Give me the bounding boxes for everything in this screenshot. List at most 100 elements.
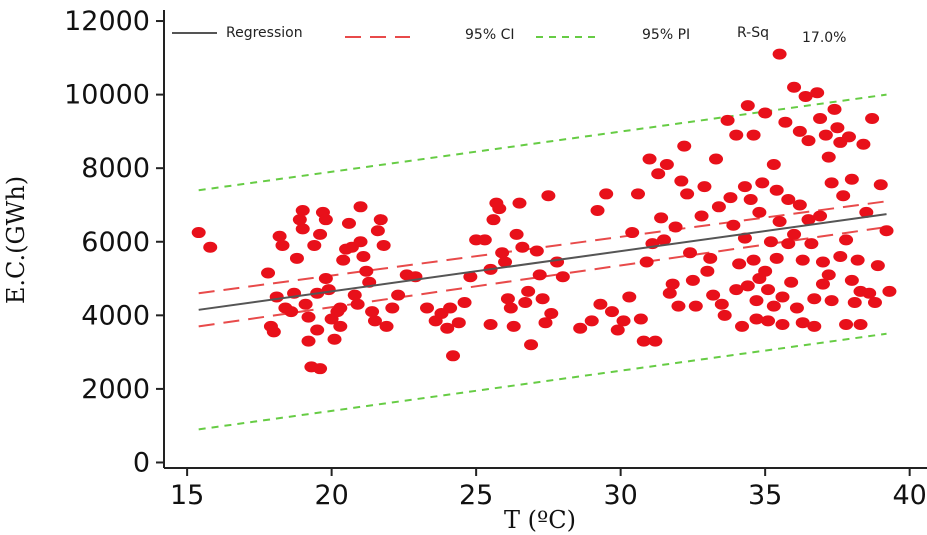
data-point: [873, 179, 888, 191]
data-point: [518, 296, 533, 308]
data-point: [269, 291, 284, 303]
data-point: [573, 322, 588, 334]
regression-line: [198, 213, 887, 311]
data-point: [821, 269, 836, 281]
data-point: [688, 300, 703, 312]
data-point: [373, 214, 388, 226]
data-point: [532, 269, 547, 281]
data-point: [827, 103, 842, 115]
data-point: [503, 302, 518, 314]
data-point: [275, 239, 290, 251]
data-point: [778, 116, 793, 128]
data-point: [853, 319, 868, 331]
data-point: [457, 296, 472, 308]
x-axis-title: T (ºC): [504, 506, 576, 534]
data-point: [772, 216, 787, 228]
data-point: [341, 217, 356, 229]
data-point: [295, 204, 310, 216]
data-point: [879, 225, 894, 237]
data-point: [662, 287, 677, 299]
data-point: [772, 48, 787, 60]
data-point: [867, 296, 882, 308]
data-point: [420, 302, 435, 314]
data-point: [740, 100, 755, 112]
data-point: [506, 320, 521, 332]
data-point: [818, 129, 833, 141]
data-point: [541, 190, 556, 202]
data-point: [801, 214, 816, 226]
y-tick-label: 2000: [81, 374, 150, 405]
data-point: [203, 241, 218, 253]
data-point: [841, 131, 856, 143]
data-point: [370, 225, 385, 237]
data-point: [191, 227, 206, 239]
data-point: [758, 107, 773, 119]
data-point: [870, 260, 885, 272]
data-point: [882, 285, 897, 297]
data-point: [836, 190, 851, 202]
data-point: [318, 273, 333, 285]
data-point: [839, 319, 854, 331]
y-tick-label: 10000: [64, 80, 150, 111]
data-point: [509, 228, 524, 240]
data-point: [775, 319, 790, 331]
legend-ci-label: 95% CI: [465, 27, 514, 43]
data-point: [798, 90, 813, 102]
data-point: [486, 214, 501, 226]
data-point: [824, 177, 839, 189]
x-tick-label: 40: [892, 480, 926, 511]
y-tick-label: 4000: [81, 300, 150, 331]
data-point: [850, 254, 865, 266]
data-point: [310, 324, 325, 336]
data-point: [801, 135, 816, 147]
legend-rsq-value: 17.0%: [802, 30, 846, 46]
data-point: [856, 138, 871, 150]
data-point: [680, 188, 695, 200]
legend: Regression 95% CI 95% PI R-Sq 17.0%: [172, 25, 846, 46]
data-point: [443, 302, 458, 314]
data-point: [755, 177, 770, 189]
axes: 15 20 25 30 35 40 0 2000 4000 6000 8000 10000 12000: [64, 6, 927, 511]
data-point: [729, 284, 744, 296]
data-point: [292, 214, 307, 226]
data-point: [830, 122, 845, 134]
data-point: [709, 153, 724, 165]
y-tick-label: 0: [133, 447, 150, 478]
data-point: [376, 239, 391, 251]
data-point: [671, 300, 686, 312]
data-point: [804, 238, 819, 250]
data-point: [654, 212, 669, 224]
data-point: [347, 289, 362, 301]
data-point: [266, 326, 281, 338]
data-point: [732, 258, 747, 270]
x-tick-label: 25: [459, 480, 493, 511]
data-point: [656, 234, 671, 246]
data-point: [749, 313, 764, 325]
data-point: [521, 285, 536, 297]
data-point: [807, 320, 822, 332]
data-point: [318, 214, 333, 226]
data-point: [651, 168, 666, 180]
data-point: [321, 284, 336, 296]
data-point: [356, 250, 371, 262]
data-point: [694, 210, 709, 222]
data-point: [495, 247, 510, 259]
data-point: [295, 223, 310, 235]
data-point: [714, 298, 729, 310]
data-point: [844, 274, 859, 286]
data-point: [333, 320, 348, 332]
data-point: [697, 181, 712, 193]
data-point: [766, 159, 781, 171]
data-points: [191, 48, 897, 375]
data-point: [847, 296, 862, 308]
data-point: [336, 254, 351, 266]
y-tick-label: 6000: [81, 227, 150, 258]
data-point: [761, 315, 776, 327]
data-point: [723, 192, 738, 204]
y-tick-label: 8000: [81, 153, 150, 184]
data-point: [683, 247, 698, 259]
data-point: [729, 129, 744, 141]
data-point: [353, 201, 368, 213]
data-point: [446, 350, 461, 362]
